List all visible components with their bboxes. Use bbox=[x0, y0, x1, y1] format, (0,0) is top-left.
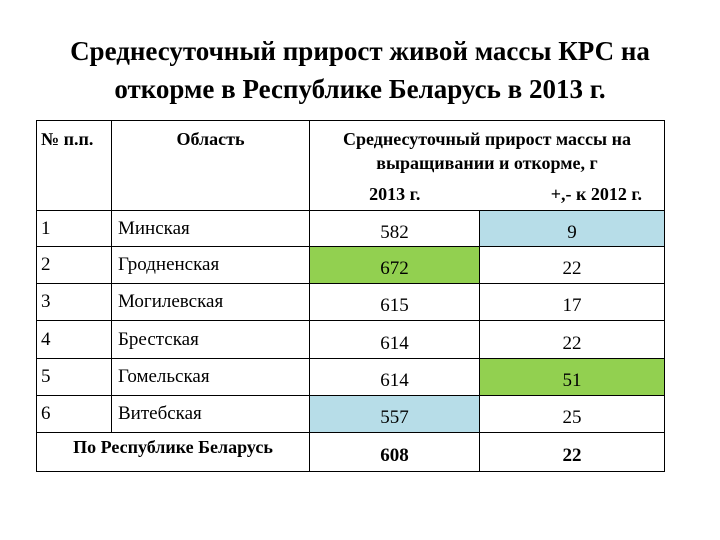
row-number: 1 bbox=[36, 210, 112, 247]
row-number: 2 bbox=[36, 246, 112, 284]
row-number: 6 bbox=[36, 395, 112, 433]
row-number: 4 bbox=[36, 320, 112, 359]
row-region: Гродненская bbox=[111, 246, 310, 284]
header-row-2: 2013 г. +,- к 2012 г. bbox=[37, 178, 665, 211]
row-region: Брестская bbox=[111, 320, 310, 359]
row-region: Могилевская bbox=[111, 283, 310, 321]
row-change: 51 bbox=[479, 358, 665, 396]
table-row: 1 Минская 582 9 bbox=[36, 210, 665, 247]
header-region: Область bbox=[111, 120, 310, 211]
row-value-2013: 614 bbox=[309, 320, 480, 359]
table-row: 4 Брестская 614 22 bbox=[36, 320, 665, 359]
row-change: 22 bbox=[479, 320, 665, 359]
header-change-vs-2012: +,- к 2012 г. bbox=[479, 178, 665, 211]
row-value-2013: 672 bbox=[309, 246, 480, 284]
row-region: Минская bbox=[111, 210, 310, 247]
row-change: 22 bbox=[479, 246, 665, 284]
row-value-2013: 582 bbox=[309, 210, 480, 247]
total-change: 22 bbox=[479, 432, 665, 472]
total-row: По Республике Беларусь 608 22 bbox=[36, 432, 665, 472]
total-value-2013: 608 bbox=[309, 432, 480, 472]
row-value-2013: 615 bbox=[309, 283, 480, 321]
table-row: 3 Могилевская 615 17 bbox=[36, 283, 665, 321]
header-year-2013: 2013 г. bbox=[309, 178, 480, 211]
table-row: 2 Гродненская 672 22 bbox=[36, 246, 665, 284]
title-line-2: откорме в Республике Беларусь в 2013 г. bbox=[114, 74, 606, 104]
title-line-1: Среднесуточный прирост живой массы КРС н… bbox=[70, 36, 650, 66]
growth-table: № п.п. Область Среднесуточный прирост ма… bbox=[36, 120, 665, 472]
row-change: 25 bbox=[479, 395, 665, 433]
row-region: Витебская bbox=[111, 395, 310, 433]
row-value-2013: 557 bbox=[309, 395, 480, 433]
row-value-2013: 614 bbox=[309, 358, 480, 396]
row-number: 5 bbox=[36, 358, 112, 396]
header-gain-group: Среднесуточный прирост массы на выращива… bbox=[309, 120, 665, 179]
header-row-1: № п.п. Область Среднесуточный прирост ма… bbox=[36, 120, 665, 211]
header-number: № п.п. bbox=[36, 120, 112, 211]
row-region: Гомельская bbox=[111, 358, 310, 396]
table-row: 5 Гомельская 614 51 bbox=[36, 358, 665, 396]
table-row: 6 Витебская 557 25 bbox=[36, 395, 665, 433]
row-number: 3 bbox=[36, 283, 112, 321]
row-change: 9 bbox=[479, 210, 665, 247]
row-change: 17 bbox=[479, 283, 665, 321]
page-title: Среднесуточный прирост живой массы КРС н… bbox=[20, 32, 700, 108]
total-label: По Республике Беларусь bbox=[36, 432, 310, 472]
